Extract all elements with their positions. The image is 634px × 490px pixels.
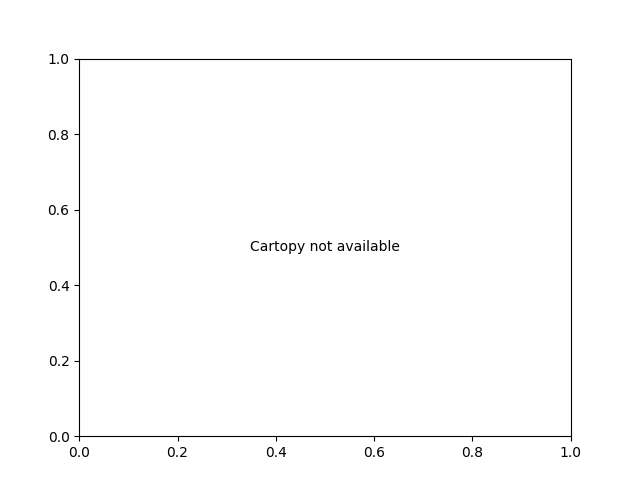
Text: Cartopy not available: Cartopy not available — [250, 241, 400, 254]
